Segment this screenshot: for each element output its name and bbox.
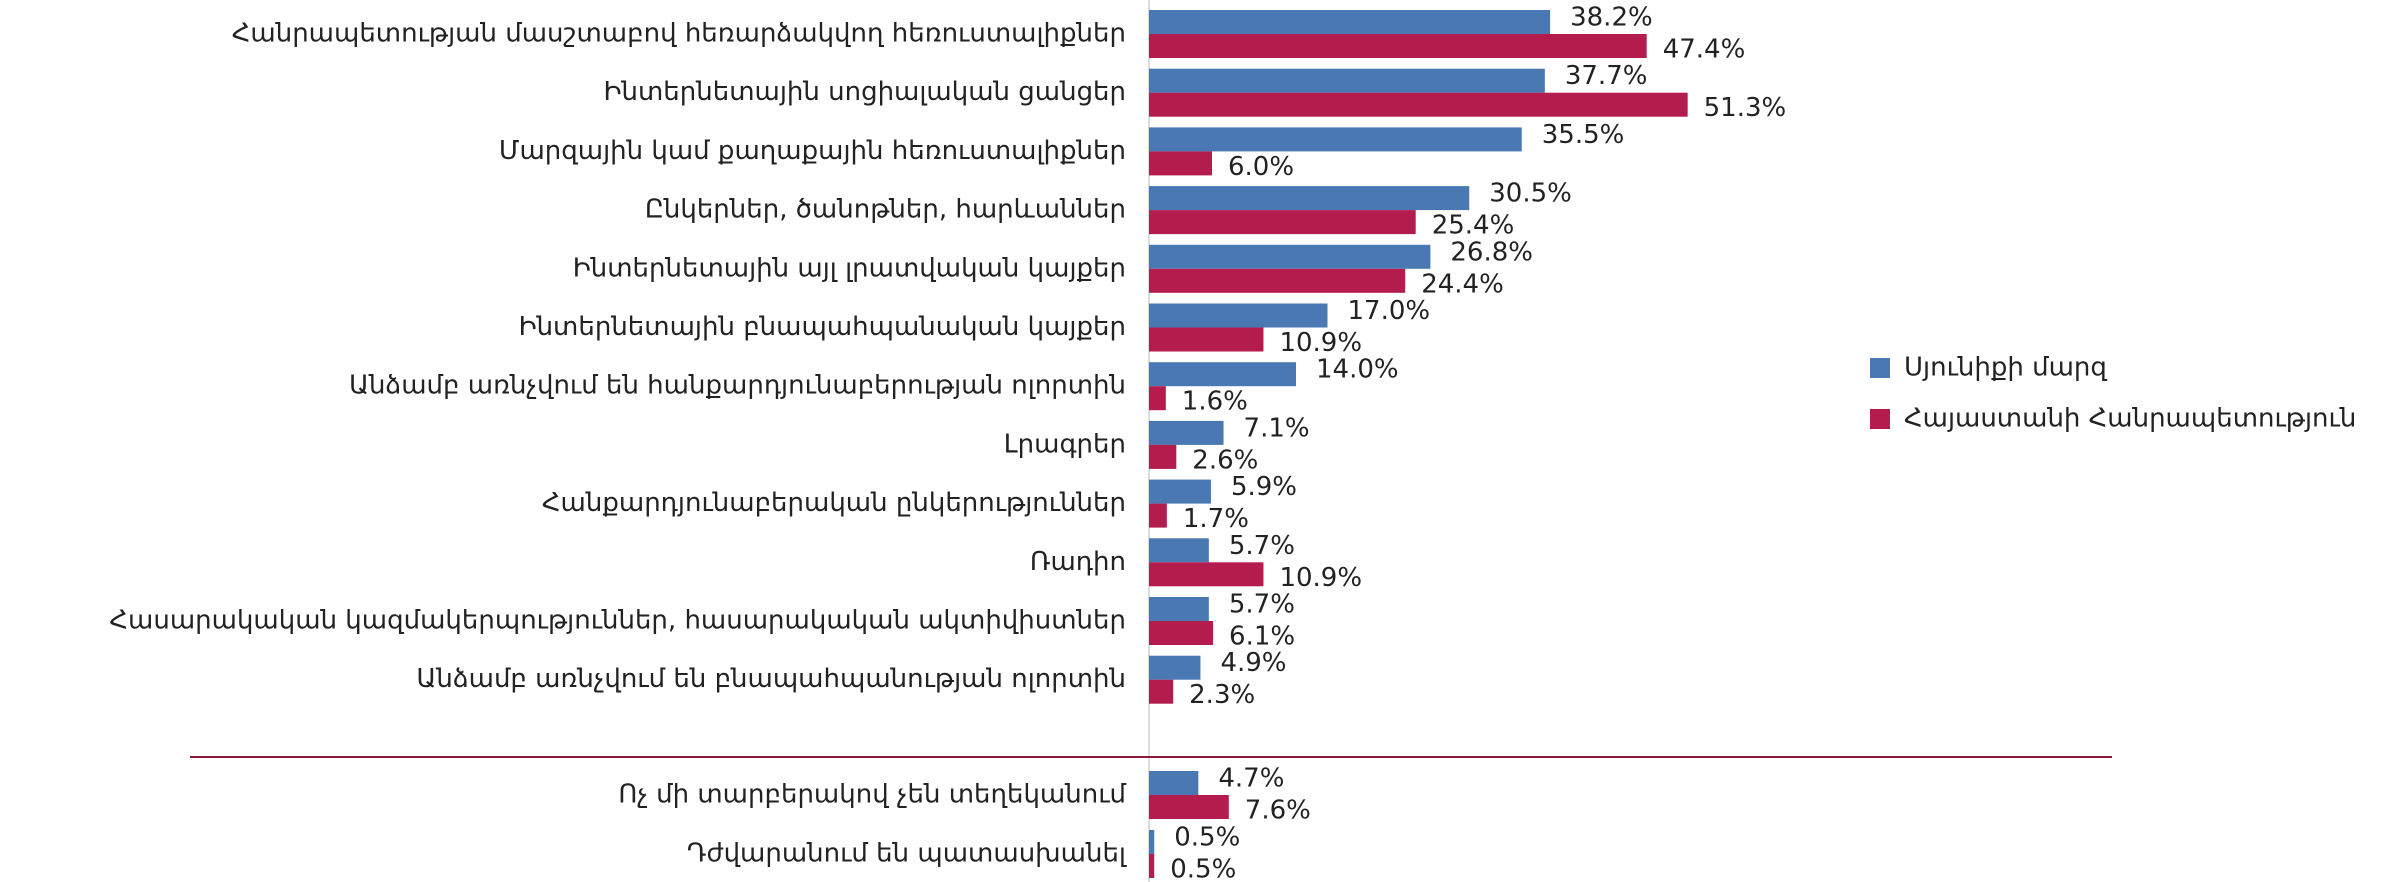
- bar: [1149, 854, 1155, 878]
- bar: [1149, 479, 1211, 504]
- value-label: 5.9%: [1231, 472, 1297, 502]
- value-label: 0.5%: [1170, 855, 1236, 882]
- category-label: Ռադիո: [1030, 547, 1126, 577]
- value-label: 17.0%: [1348, 296, 1431, 326]
- value-label: 5.7%: [1229, 531, 1295, 561]
- bar: [1149, 210, 1416, 235]
- category-label: Հասարակական կազմակերպություններ, հասարակ…: [109, 606, 1126, 636]
- bar: [1149, 444, 1177, 469]
- category-label: Ինտերնետային սոցիալական ցանցեր: [604, 77, 1126, 107]
- value-label: 0.5%: [1174, 823, 1240, 853]
- value-label: 7.1%: [1244, 413, 1310, 443]
- bar: [1149, 10, 1551, 34]
- bar: [1149, 127, 1522, 152]
- bar: [1149, 186, 1470, 211]
- category-label: Հանքարդյունաբերական ընկերություններ: [542, 488, 1126, 518]
- bar: [1149, 562, 1264, 587]
- bar: [1149, 244, 1431, 269]
- bar: [1149, 327, 1264, 352]
- value-label: 37.7%: [1565, 61, 1648, 91]
- value-label: 4.9%: [1220, 648, 1286, 678]
- bar: [1149, 503, 1167, 528]
- bar: [1149, 621, 1214, 645]
- category-label: Մարզային կամ քաղաքային հեռուստալիքներ: [499, 136, 1126, 166]
- value-label: 10.9%: [1279, 328, 1362, 358]
- bar: [1149, 420, 1224, 445]
- value-label: 51.3%: [1704, 93, 1787, 123]
- bar: [1149, 268, 1406, 293]
- bar: [1149, 303, 1328, 328]
- legend-swatch: [1870, 409, 1890, 429]
- category-label: Ոչ մի տարբերակով չեն տեղեկանում: [618, 780, 1126, 810]
- value-label: 10.9%: [1279, 563, 1362, 593]
- bar: [1149, 679, 1174, 704]
- category-label: Անձամբ առնչվում են հանքարդյունաբերության…: [349, 371, 1126, 401]
- value-label: 6.0%: [1228, 152, 1294, 182]
- value-label: 2.6%: [1192, 445, 1258, 475]
- legend-swatch: [1870, 358, 1890, 378]
- bar: [1149, 597, 1209, 621]
- value-label: 6.1%: [1229, 622, 1295, 652]
- bar: [1149, 362, 1296, 387]
- value-label: 38.2%: [1570, 3, 1653, 33]
- bar: [1149, 386, 1166, 411]
- value-label: 2.3%: [1189, 680, 1255, 710]
- bar: [1149, 151, 1212, 176]
- value-label: 30.5%: [1489, 179, 1572, 209]
- category-label: Ընկերներ, ծանոթներ, հարևաններ: [645, 195, 1126, 225]
- value-label: 1.7%: [1183, 504, 1249, 534]
- bar: [1149, 92, 1688, 117]
- category-label: Հանրապետության մասշտաբով հեռարձակվող հեռ…: [232, 19, 1126, 49]
- value-label: 25.4%: [1432, 211, 1515, 241]
- category-label: Ինտերնետային բնապահպանական կայքեր: [519, 312, 1126, 342]
- bar: [1149, 830, 1155, 854]
- bar: [1149, 771, 1199, 795]
- bar: [1149, 655, 1201, 680]
- category-label: Լրագրեր: [1004, 429, 1126, 459]
- value-label: 4.7%: [1218, 764, 1284, 794]
- bar: [1149, 68, 1545, 93]
- value-label: 47.4%: [1663, 35, 1746, 65]
- value-label: 26.8%: [1450, 237, 1533, 267]
- value-label: 35.5%: [1542, 120, 1625, 150]
- bar: [1149, 795, 1229, 819]
- value-label: 14.0%: [1316, 355, 1399, 385]
- category-label: Ինտերնետային այլ լրատվական կայքեր: [573, 253, 1126, 283]
- value-label: 5.7%: [1229, 590, 1295, 620]
- legend-label: Սյունիքի մարզ: [1904, 353, 2107, 383]
- value-label: 1.6%: [1182, 387, 1248, 417]
- category-label: Դժվարանում են պատասխանել: [687, 839, 1127, 869]
- category-label: Անձամբ առնչվում են բնապահպանության ոլորտ…: [416, 664, 1126, 694]
- value-label: 24.4%: [1421, 269, 1504, 299]
- bar: [1149, 34, 1647, 58]
- value-label: 7.6%: [1245, 796, 1311, 826]
- legend-label: Հայաստանի Հանրապետություն: [1904, 404, 2356, 434]
- bar: [1149, 538, 1209, 563]
